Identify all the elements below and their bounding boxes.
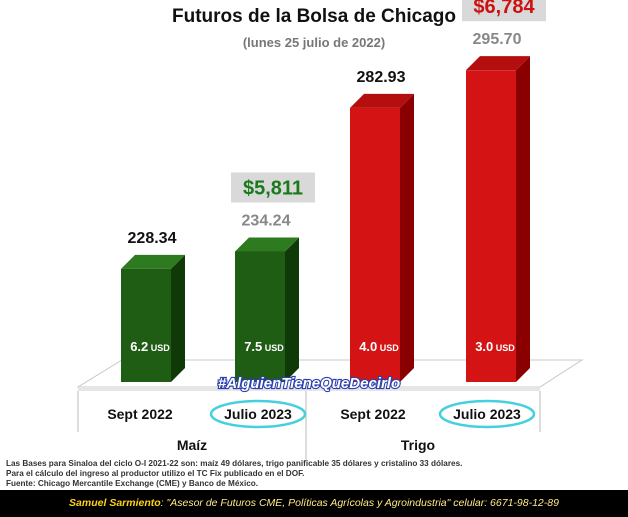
chart-subtitle: (lunes 25 julio de 2022) (242, 35, 386, 50)
data-label: 282.93 (357, 69, 406, 86)
bar-inner-label: 3.0 USD (475, 339, 515, 354)
bar-side (285, 237, 299, 382)
price-callout: $5,811 (243, 177, 303, 199)
data-label: 228.34 (128, 230, 177, 247)
bar (235, 251, 285, 382)
bar (350, 107, 400, 382)
category-label: Julio 2023 (453, 406, 521, 422)
footnotes: Las Bases para Sinaloa del ciclo O-I 202… (6, 459, 622, 489)
bar (121, 268, 171, 382)
bar-chart: 228.34 6.2 USD Sept 2022 234.24 7.5 USD Julio… (76, 0, 584, 460)
footnote-line: Para el cálculo del ingreso al productor… (6, 469, 305, 478)
bar-side (171, 254, 185, 382)
group-label: Maíz (177, 437, 207, 453)
bar-top (121, 254, 185, 269)
footnote-line: Las Bases para Sinaloa del ciclo O-I 202… (6, 459, 463, 468)
category-highlight-ring (209, 399, 307, 429)
bar-side (516, 56, 530, 383)
bar-side (400, 93, 414, 382)
bar-top (350, 93, 414, 108)
bar-top (466, 56, 530, 71)
footer-author: Samuel Sarmiento (69, 497, 161, 509)
bar-top (235, 237, 299, 252)
category-label: Sept 2022 (340, 406, 406, 422)
footer-bar: Samuel Sarmiento: "Asesor de Futuros CME… (0, 490, 628, 517)
bar-inner-label: 6.2 USD (130, 339, 170, 354)
footer-text: : "Asesor de Futuros CME, Políticas Agrí… (160, 497, 559, 509)
bar-inner-label: 7.5 USD (244, 339, 284, 354)
footnote-line: Fuente: Chicago Mercantile Exchange (CME… (6, 479, 259, 488)
chart-floor-edge (78, 387, 540, 391)
price-callout-box (462, 0, 546, 22)
bar (466, 70, 516, 382)
chart-title: Futuros de la Bolsa de Chicago (172, 6, 456, 27)
group-label: Trigo (401, 437, 435, 453)
watermark: #AlguienTieneQueDecirlo (218, 375, 400, 392)
category-highlight-ring (438, 399, 536, 429)
category-label: Julio 2023 (224, 406, 292, 422)
price-callout: $6,784 (473, 0, 535, 18)
price-callout-box (231, 172, 315, 203)
category-label: Sept 2022 (107, 406, 173, 422)
bar-inner-label: 4.0 USD (359, 339, 399, 354)
data-label: 234.24 (242, 212, 291, 229)
data-label: 295.70 (473, 31, 522, 48)
